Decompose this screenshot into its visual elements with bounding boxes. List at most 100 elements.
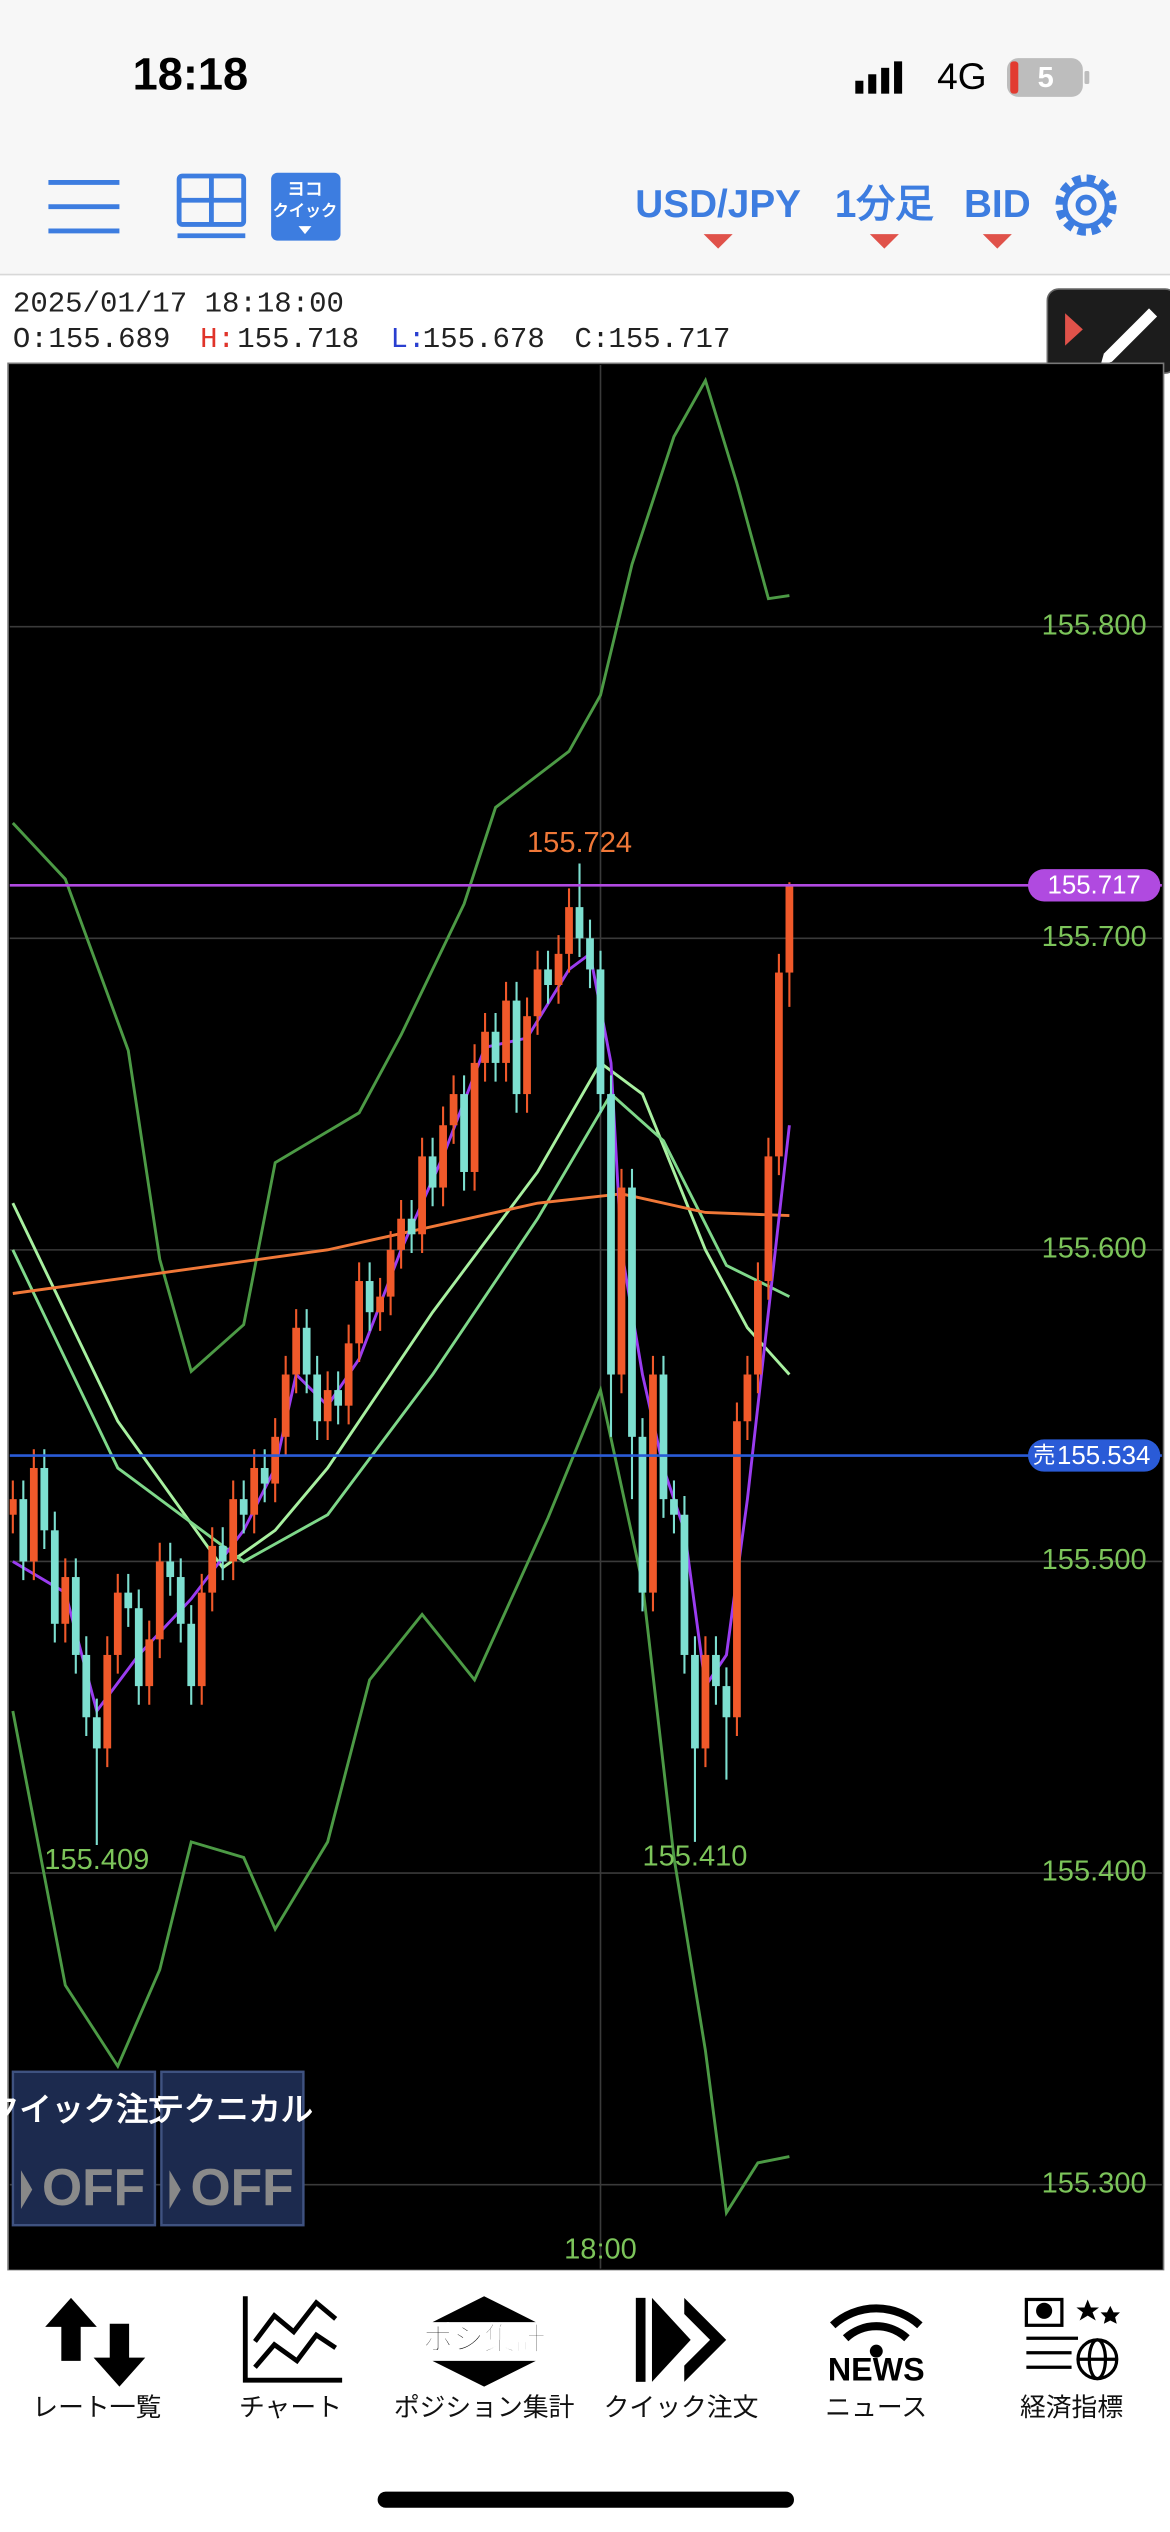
candle-body xyxy=(544,969,552,986)
toggle-state: OFF xyxy=(42,2158,145,2216)
indicator-line xyxy=(11,376,790,1375)
indicator-line xyxy=(11,1091,791,1564)
home-indicator xyxy=(377,2491,794,2508)
nav-icon-text: NEWS xyxy=(828,2352,925,2388)
quick-badge[interactable]: ヨコ クイック xyxy=(271,172,341,241)
candle-body xyxy=(187,1623,196,1687)
signal-icon xyxy=(855,61,903,94)
candle-body xyxy=(124,1592,133,1609)
candle-body xyxy=(628,1187,636,1437)
toggle-label: テクニカル xyxy=(152,2092,313,2128)
candle-body xyxy=(418,1156,426,1235)
candle-body xyxy=(649,1374,657,1593)
draw-tool-button[interactable] xyxy=(1046,288,1170,374)
candle-body xyxy=(334,1390,343,1406)
arrow-up-icon xyxy=(45,2297,97,2361)
candle-body xyxy=(712,1654,720,1687)
ohlc-value: 155.689 xyxy=(48,323,170,356)
pair-selector[interactable]: USD/JPY xyxy=(635,183,801,226)
signal-bar xyxy=(881,67,890,94)
candle-body xyxy=(323,1390,332,1422)
plot-area xyxy=(9,364,1162,2269)
y-tick-label: 155.600 xyxy=(1042,1233,1147,1265)
nav-label[interactable]: クイック注文 xyxy=(604,2393,759,2422)
candle-body xyxy=(271,1436,280,1484)
price-tag-prefix: 売 xyxy=(1033,1443,1056,1468)
badge-text: クイック xyxy=(273,202,337,220)
ohlc-label: H: xyxy=(200,323,235,356)
wifi-arc xyxy=(842,2322,910,2342)
nav-label[interactable]: ポジション集計 xyxy=(394,2393,575,2422)
extreme-label: 155.410 xyxy=(642,1841,747,1873)
bottom-nav: レート一覧 チャート ポジション集計 クイック注文 ニュース 経済指標 xyxy=(32,2393,1123,2422)
nav-label[interactable]: レート一覧 xyxy=(32,2393,161,2422)
candle-body xyxy=(50,1530,59,1624)
nav-icon xyxy=(242,2296,343,2383)
price-type-selector[interactable]: BID xyxy=(964,183,1031,226)
quick-icon-arrow xyxy=(684,2297,727,2382)
indicator-line xyxy=(12,1192,790,1295)
layout-button[interactable] xyxy=(176,173,247,239)
candle-body xyxy=(29,1467,38,1562)
candle-body xyxy=(40,1467,49,1531)
ohlc-datetime: 2025/01/17 18:18:00 xyxy=(13,287,344,320)
menu-button[interactable] xyxy=(48,180,120,234)
info-background xyxy=(0,276,1170,365)
candle-body xyxy=(229,1499,238,1562)
candle-body xyxy=(197,1592,206,1687)
network: 4G xyxy=(937,55,987,97)
indicator-line xyxy=(11,1060,791,1570)
chart: 155.300 155.400 155.500 155.600 155.700 155.8… xyxy=(9,364,1162,2269)
timeframe-selector[interactable]: 1分足 xyxy=(835,183,934,226)
settings-button[interactable] xyxy=(1055,174,1117,236)
extreme-label: 155.409 xyxy=(44,1844,149,1876)
gear-ring xyxy=(1062,181,1110,229)
candle-body xyxy=(82,1654,91,1718)
draw-tool-arrow xyxy=(1065,313,1083,346)
candle-body xyxy=(250,1467,259,1515)
candle-body xyxy=(166,1561,175,1578)
indicator-line xyxy=(11,1385,790,2217)
chart-axis-icon xyxy=(242,2296,343,2383)
candle-body xyxy=(9,1499,17,1515)
ohlc-value: 155.678 xyxy=(423,323,545,356)
badge-background xyxy=(271,172,341,241)
extreme-label: 155.724 xyxy=(527,827,632,859)
ohlc-label: L: xyxy=(391,323,426,356)
chart-line-icon xyxy=(253,2299,338,2343)
candle-body xyxy=(764,1156,773,1282)
price-tag-value: 155.534 xyxy=(1057,1442,1150,1470)
nav-label[interactable]: ニュース xyxy=(825,2394,927,2422)
quick-icon-bar xyxy=(635,2297,646,2382)
y-tick-label: 155.500 xyxy=(1042,1544,1147,1576)
candle-body xyxy=(61,1577,70,1624)
price-tag xyxy=(1027,869,1161,902)
toggle-state: OFF xyxy=(190,2158,293,2216)
nav-label[interactable]: チャート xyxy=(239,2394,342,2422)
candle-body xyxy=(586,938,594,970)
battery-tip xyxy=(1084,71,1090,84)
ohlc-value: 155.718 xyxy=(237,323,359,356)
candle-body xyxy=(386,1249,395,1297)
x-tick-label: 18:00 xyxy=(564,2234,637,2266)
price-tag xyxy=(1027,1439,1161,1472)
y-tick-label: 155.400 xyxy=(1042,1856,1147,1888)
top-background xyxy=(0,0,1170,275)
quick-icon-arrow xyxy=(651,2297,691,2382)
candle-body xyxy=(785,885,794,973)
toggle-button[interactable]: クイック注文 OFF xyxy=(0,2070,181,2227)
y-tick-label: 155.700 xyxy=(1042,921,1147,953)
battery-level xyxy=(1010,61,1019,94)
ohlc-value: 155.717 xyxy=(608,323,730,356)
nav-background xyxy=(0,2270,1170,2532)
candle-body xyxy=(575,907,584,939)
wifi-arc xyxy=(829,2304,923,2329)
position-icon-bottom xyxy=(432,2360,536,2387)
nav-label[interactable]: 経済指標 xyxy=(1020,2393,1123,2422)
toggle-button[interactable]: テクニカル OFF xyxy=(152,2070,313,2227)
candle-body xyxy=(292,1327,301,1375)
candle-body xyxy=(533,969,542,1017)
candle-body xyxy=(397,1218,405,1250)
candle-body xyxy=(239,1499,248,1515)
